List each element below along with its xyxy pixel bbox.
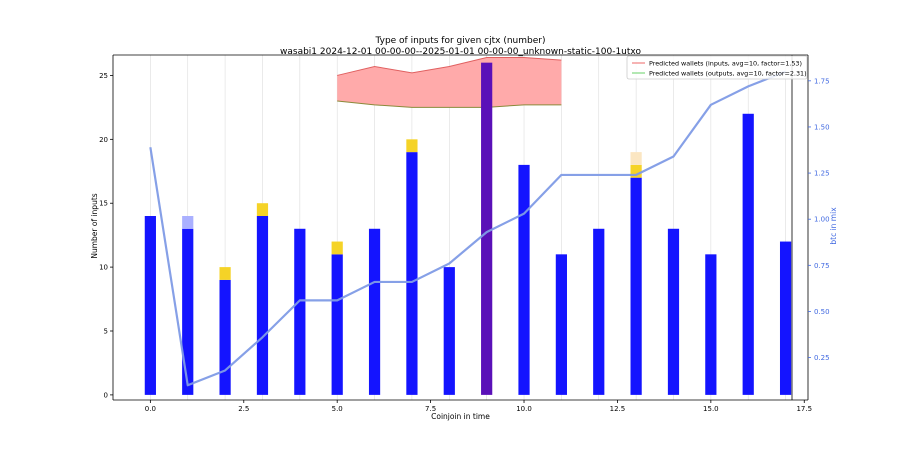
tick-labels: 0.0 2.5 5.0 7.5 10.0 12.5 15.0 17.5 0 5 10 15 20 25 0.… <box>99 72 830 413</box>
bar-12-segment-0 <box>593 228 605 395</box>
band-upper-edge <box>337 57 562 76</box>
bar-5-segment-0 <box>331 254 343 395</box>
x-tick-label-6: 15.0 <box>703 405 719 413</box>
legend-label-outputs: Predicted wallets (outputs, avg=10, fact… <box>649 70 807 78</box>
y-tick-label-3: 15 <box>99 200 108 208</box>
bar-5-segment-2 <box>331 241 343 255</box>
bar-14-segment-0 <box>667 228 680 395</box>
x-tick-label-1: 2.5 <box>238 405 249 413</box>
bar-13-segment-3 <box>630 152 642 165</box>
btc-in-mix-line <box>149 70 786 387</box>
bar-6-segment-0 <box>368 228 381 395</box>
bar-0-segment-0 <box>144 216 156 395</box>
x-axis-label: Coinjoin in time <box>431 412 490 421</box>
bar-1-segment-1 <box>182 216 194 229</box>
y2-tick-label-6: 1.75 <box>814 77 830 85</box>
y-tick-label-0: 0 <box>104 391 108 399</box>
bar-13-segment-2 <box>630 164 642 178</box>
bar-3-segment-2 <box>256 203 269 216</box>
bar-7-segment-2 <box>406 139 418 153</box>
bar-7-segment-0 <box>406 152 418 395</box>
bar-4-segment-0 <box>294 228 306 395</box>
prediction-band <box>337 57 562 108</box>
x-tick-label-4: 10.0 <box>516 405 532 413</box>
y-tick-label-5: 25 <box>99 72 108 80</box>
btc-in-mix-series <box>149 70 786 387</box>
bar-8-segment-0 <box>443 267 455 395</box>
y-tick-label-4: 20 <box>99 136 108 144</box>
bar-17-segment-0 <box>779 241 792 395</box>
bar-9-segment-0 <box>481 62 493 395</box>
y2-tick-label-2: 0.75 <box>814 262 830 270</box>
y2-tick-label-1: 0.50 <box>814 308 830 316</box>
bar-3-segment-0 <box>256 216 269 395</box>
chart-subtitle: wasabi1 2024-12-01 00-00-00--2025-01-01 … <box>280 47 641 57</box>
x-tick-label-2: 5.0 <box>332 405 343 413</box>
y2-tick-label-3: 1.00 <box>814 216 830 224</box>
bar-15-segment-0 <box>705 254 717 395</box>
bar-1-segment-0 <box>182 228 194 395</box>
bar-16-segment-0 <box>742 113 754 395</box>
band-lower-edge <box>337 100 562 108</box>
bars <box>144 62 792 395</box>
bar-10-segment-0 <box>518 164 530 395</box>
bar-13-segment-0 <box>630 177 642 395</box>
axes <box>112 54 809 401</box>
legend-box <box>626 55 808 80</box>
x-tick-label-0: 0.0 <box>145 405 156 413</box>
x-tick-label-5: 12.5 <box>610 405 626 413</box>
x-tick-label-7: 17.5 <box>796 405 812 413</box>
bar-2-segment-0 <box>219 279 231 395</box>
bar-2-segment-2 <box>219 267 231 280</box>
chart-title: Type of inputs for given cjtx (number) <box>375 36 546 46</box>
y2-tick-label-4: 1.25 <box>814 170 830 178</box>
y2-tick-label-5: 1.50 <box>814 123 830 131</box>
y-axis-label: Number of inputs <box>90 193 99 258</box>
y2-tick-label-0: 0.25 <box>814 354 830 362</box>
legend: Predicted wallets (inputs, avg=10, facto… <box>626 55 808 80</box>
bar-11-segment-0 <box>555 254 567 395</box>
x-tick-label-3: 7.5 <box>425 405 436 413</box>
y2-axis-label: btc in mix <box>829 207 838 245</box>
y-tick-label-1: 5 <box>104 328 108 336</box>
legend-label-inputs: Predicted wallets (inputs, avg=10, facto… <box>649 60 802 68</box>
y-tick-label-2: 10 <box>99 264 108 272</box>
